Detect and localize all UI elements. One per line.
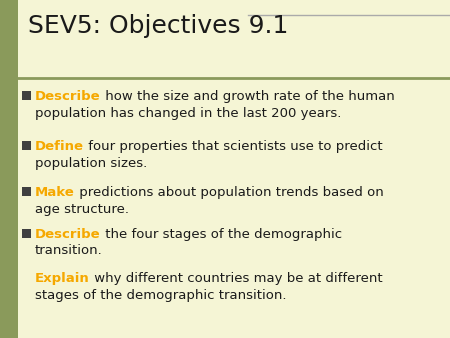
Text: how the size and growth rate of the human: how the size and growth rate of the huma… bbox=[101, 90, 394, 103]
Bar bbox=[22, 141, 31, 150]
Bar bbox=[0, 0, 18, 338]
Text: SEV5: Objectives 9.1: SEV5: Objectives 9.1 bbox=[28, 14, 288, 38]
Text: population sizes.: population sizes. bbox=[35, 156, 147, 169]
Text: Describe: Describe bbox=[35, 228, 101, 241]
Text: predictions about population trends based on: predictions about population trends base… bbox=[75, 186, 383, 199]
Text: Make: Make bbox=[35, 186, 75, 199]
Text: Define: Define bbox=[35, 140, 84, 153]
Text: stages of the demographic transition.: stages of the demographic transition. bbox=[35, 289, 287, 301]
Text: population has changed in the last 200 years.: population has changed in the last 200 y… bbox=[35, 106, 342, 120]
Text: Describe: Describe bbox=[35, 90, 101, 103]
Text: the four stages of the demographic: the four stages of the demographic bbox=[101, 228, 342, 241]
Text: age structure.: age structure. bbox=[35, 202, 129, 216]
Bar bbox=[22, 91, 31, 100]
Bar bbox=[22, 229, 31, 238]
Text: transition.: transition. bbox=[35, 244, 103, 258]
Text: four properties that scientists use to predict: four properties that scientists use to p… bbox=[84, 140, 382, 153]
Bar bbox=[22, 187, 31, 196]
Text: Explain: Explain bbox=[35, 272, 90, 285]
Text: why different countries may be at different: why different countries may be at differ… bbox=[90, 272, 382, 285]
